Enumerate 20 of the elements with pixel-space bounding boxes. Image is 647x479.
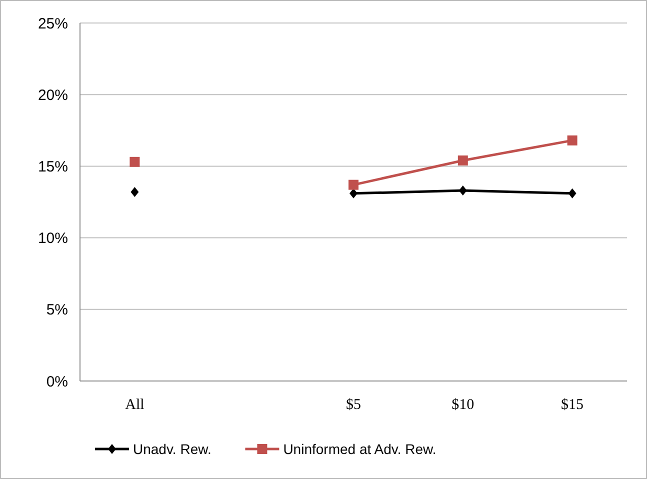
point <box>567 135 578 146</box>
legend-label: Uninformed at Adv. Rew. <box>283 440 436 457</box>
point <box>458 155 468 166</box>
x-tick-label: All <box>125 397 144 413</box>
y-tick-label: 5% <box>46 302 68 319</box>
point <box>458 186 467 196</box>
x-tick-label: $15 <box>561 397 584 413</box>
y-tick-label: 0% <box>46 373 68 390</box>
point <box>130 156 140 167</box>
legend-label: Unadv. Rew. <box>133 440 212 457</box>
y-tick-label: 20% <box>38 86 68 104</box>
point <box>350 188 358 198</box>
point <box>568 188 576 198</box>
y-tick-label: 10% <box>38 230 68 248</box>
y-tick-label: 25% <box>38 15 68 32</box>
x-tick-label: $5 <box>346 397 361 413</box>
point <box>348 180 358 190</box>
x-tick-label: $10 <box>452 397 474 413</box>
point <box>130 186 139 197</box>
y-tick-label: 15% <box>38 158 68 176</box>
